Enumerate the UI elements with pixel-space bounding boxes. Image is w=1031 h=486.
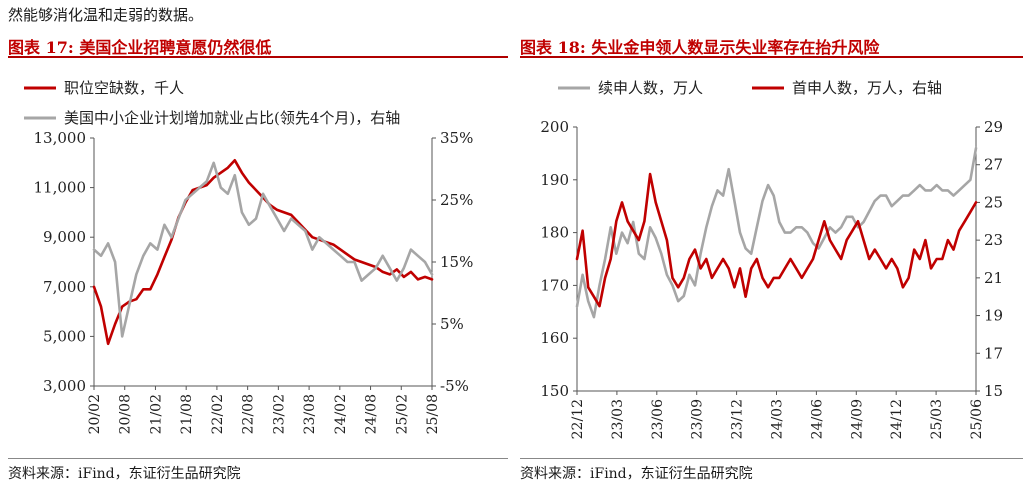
- chart18-x-tick-label: 23/03: [610, 399, 626, 439]
- chart18-right-tick-label: 27: [984, 156, 1003, 174]
- chart17-right-tick-label: 25%: [440, 191, 473, 209]
- chart17-left-tick-label: 3,000: [43, 377, 86, 395]
- chart18-left-tick-label: 190: [540, 171, 569, 189]
- chart17-x-tick-label: 25/08: [425, 394, 441, 434]
- chart17-left-tick-label: 13,000: [34, 129, 87, 147]
- figure-18-rule: [520, 56, 1023, 58]
- chart18-x-tick-label: 22/12: [570, 399, 586, 439]
- chart18-right-tick-label: 23: [984, 231, 1003, 249]
- chart17-legend-label-1: 职位空缺数，千人: [64, 79, 184, 97]
- chart18-x-tick-label: 25/06: [969, 399, 985, 439]
- figure-18-source: 资料来源：iFind，东证衍生品研究院: [520, 466, 753, 482]
- chart17-right-tick-label: 5%: [440, 315, 464, 333]
- chart17-left-tick-label: 5,000: [43, 327, 86, 345]
- chart18-left-tick-label: 170: [540, 276, 569, 294]
- figure-17-rule: [8, 56, 508, 58]
- chart17-left-tick-label: 7,000: [43, 278, 86, 296]
- chart18-x-tick-label: 25/03: [929, 399, 945, 439]
- chart18-right-tick-label: 25: [984, 193, 1003, 211]
- chart18-x-tick-label: 23/12: [730, 399, 746, 439]
- figure-17-label: 图表 17:: [8, 38, 74, 57]
- chart17-right-tick-label: 15%: [440, 253, 473, 271]
- chart18-left-tick-label: 200: [540, 118, 569, 136]
- chart17-x-tick-label: 22/02: [210, 394, 226, 434]
- chart17-x-tick-label: 24/02: [333, 394, 349, 434]
- chart17-x-tick-label: 21/08: [179, 394, 195, 434]
- figure-17-heading: 图表 17: 美国企业招聘意愿仍然很低: [8, 34, 271, 58]
- chart17-x-tick-label: 20/08: [118, 394, 134, 434]
- chart18-legend-label-2: 首申人数，万人，右轴: [792, 79, 942, 97]
- chart17-x-tick-label: 23/02: [271, 394, 287, 434]
- figure-18-bottom-rule: [520, 458, 1023, 459]
- figure-18-heading: 图表 18: 失业金申领人数显示失业率存在抬升风险: [520, 34, 879, 58]
- chart17-x-tick-label: 23/08: [302, 394, 318, 434]
- chart18-right-tick-label: 15: [984, 382, 1003, 400]
- chart17-x-tick-label: 21/02: [148, 394, 164, 434]
- chart17-x-tick-label: 20/02: [87, 394, 103, 434]
- chart18-right-tick-label: 17: [984, 344, 1003, 362]
- chart17-x-tick-label: 25/02: [394, 394, 410, 434]
- chart17-left-tick-label: 11,000: [34, 179, 87, 197]
- chart17-right-tick-label: -5%: [440, 377, 469, 395]
- chart17-x-tick-label: 24/08: [364, 394, 380, 434]
- chart18-x-tick-label: 23/09: [690, 399, 706, 439]
- chart17-x-tick-label: 22/08: [241, 394, 257, 434]
- chart18-legend-label-1: 续申人数，万人: [598, 79, 703, 97]
- figure-18-label: 图表 18:: [520, 38, 586, 57]
- chart18-series-line-1: [575, 146, 978, 319]
- chart17-legend-label-2: 美国中小企业计划增加就业占比(领先4个月)，右轴: [64, 109, 400, 127]
- chart18-x-tick-label: 24/09: [849, 399, 865, 439]
- figure-17-source: 资料来源：iFind，东证衍生品研究院: [8, 466, 241, 482]
- chart17-left-tick-label: 9,000: [43, 228, 86, 246]
- chart17-right-tick-label: 35%: [440, 129, 473, 147]
- chart18-x-tick-label: 23/06: [650, 399, 666, 439]
- intro-text: 然能够消化温和走弱的数据。: [8, 6, 204, 24]
- figure-17-title: 美国企业招聘意愿仍然很低: [79, 38, 272, 57]
- chart18-x-tick-label: 24/12: [889, 399, 905, 439]
- chart18-series-line-2: [575, 172, 978, 308]
- chart18-x-tick-label: 24/06: [809, 399, 825, 439]
- chart17-series-line-2: [92, 161, 434, 338]
- chart18-left-tick-label: 160: [540, 329, 569, 347]
- figure-17-bottom-rule: [8, 458, 508, 459]
- chart18-right-tick-label: 19: [984, 307, 1003, 325]
- chart18-left-tick-label: 180: [540, 224, 569, 242]
- chart18-right-tick-label: 21: [984, 269, 1003, 287]
- chart18-left-tick-label: 150: [540, 382, 569, 400]
- chart18-x-tick-label: 24/03: [770, 399, 786, 439]
- figure-18-title: 失业金申领人数显示失业率存在抬升风险: [591, 38, 880, 57]
- chart18-right-tick-label: 29: [984, 118, 1003, 136]
